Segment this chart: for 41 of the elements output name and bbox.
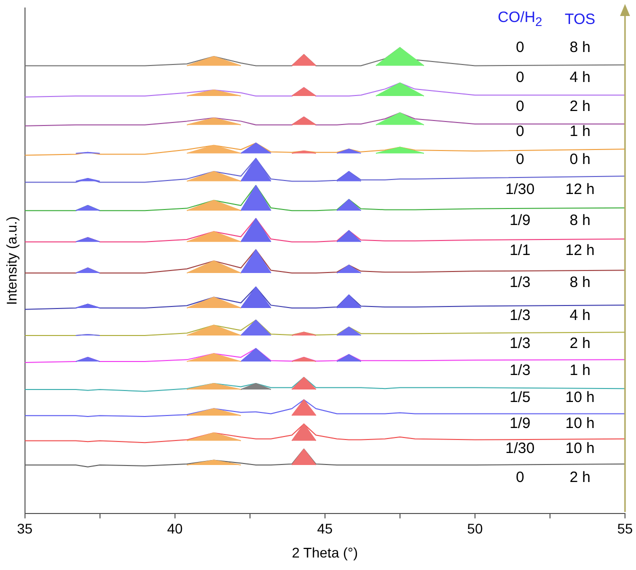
x-tick-label: 35 (17, 520, 33, 537)
annotation: 1/3 (510, 306, 530, 324)
annotation: 0 (516, 122, 524, 140)
annotation: 0 (516, 150, 524, 168)
annotation: 1/9 (510, 212, 530, 230)
annotation: 2 h (570, 468, 590, 486)
annotation: 8 h (570, 38, 590, 56)
x-tick-label: 55 (617, 520, 633, 537)
annotation: 12 h (565, 180, 595, 198)
annotation: 1/3 (510, 274, 530, 292)
annotation: 1 h (570, 362, 590, 380)
annotation: 0 (516, 98, 524, 116)
annotation: 8 h (570, 274, 590, 292)
annotation: 12 h (565, 242, 595, 260)
annotation: 0 h (570, 150, 590, 168)
annotation: 1/30 (505, 180, 535, 198)
text: CO/H$_{2}$ (498, 9, 542, 30)
annotation: 2 h (570, 98, 590, 116)
annotation: 8 h (570, 212, 590, 230)
x-tick-label: 40 (167, 520, 183, 537)
x-tick-label: 45 (317, 520, 333, 537)
annotation: 1/3 (510, 334, 530, 352)
annotation: 1 h (570, 122, 590, 140)
annotation: 10 h (565, 440, 595, 458)
annotation: 10 h (565, 414, 595, 432)
annotation: 1/1 (510, 242, 530, 260)
annotation: 2 h (570, 334, 590, 352)
text: TOS (564, 10, 596, 28)
annotation: 1/5 (510, 388, 530, 406)
annotation: 0 (516, 468, 524, 486)
annotation: 0 (516, 68, 524, 86)
annotation: 0 (516, 38, 524, 56)
y-axis-title: Intensity (a.u.) (3, 216, 20, 306)
annotation: 4 h (570, 68, 590, 86)
annotation: 4 h (570, 306, 590, 324)
annotation: 10 h (565, 388, 595, 406)
annotation: 1/3 (510, 362, 530, 380)
annotation: 1/9 (510, 414, 530, 432)
x-axis-title: 2 Theta (°) (292, 544, 358, 560)
x-tick-label: 50 (467, 520, 483, 537)
annotation: 1/30 (505, 440, 535, 458)
